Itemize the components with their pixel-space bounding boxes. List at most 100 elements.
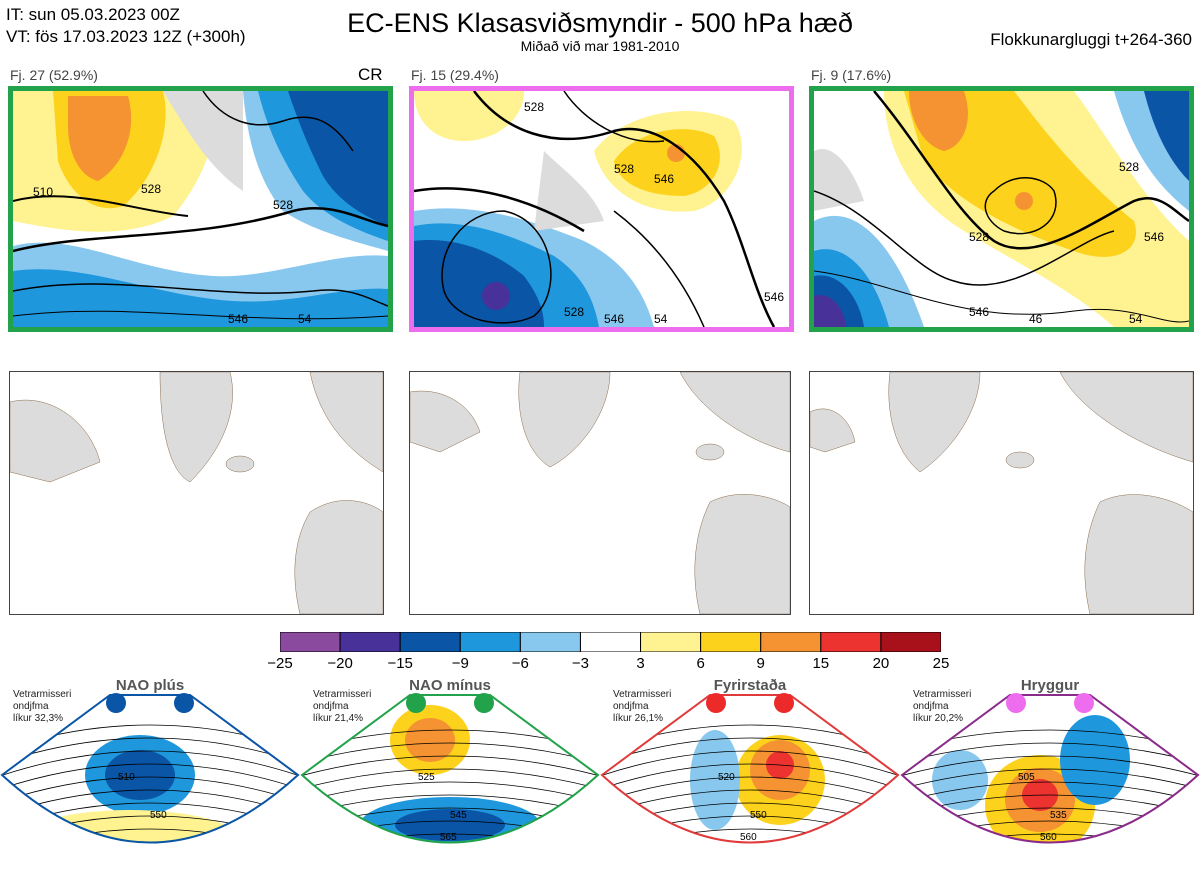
regime-map: 520 550 560 (600, 690, 900, 870)
regime-note-line: ondjfma (13, 701, 49, 712)
initial-time: IT: sun 05.03.2023 00Z (6, 5, 180, 24)
regime-map-svg: 505 535 560 (900, 694, 1200, 867)
regime-note-line: ondjfma (613, 701, 649, 712)
height-contour (900, 847, 1200, 867)
regime-marker-dot (174, 693, 194, 713)
contour-label: 550 (750, 810, 767, 821)
regime-map-svg: 510 550 (0, 694, 300, 844)
contour-label: 520 (718, 772, 735, 783)
contour-label: 546 (969, 305, 989, 319)
contour-label: 528 (969, 230, 989, 244)
anomaly-area (932, 750, 988, 810)
anomaly-area (405, 718, 455, 762)
contour-label: 525 (418, 772, 435, 783)
cluster-map-2-svg: 528 528 546 546 528 546 54 (414, 91, 789, 327)
cluster-map-1-svg: 510 528 528 546 54 (13, 91, 388, 327)
cluster-3-label: Fj. 9 (17.6%) (811, 67, 892, 83)
page-subtitle: Miðað við mar 1981-2010 (520, 38, 680, 54)
colorbar-segment (399, 631, 461, 653)
height-contour (302, 781, 598, 803)
regime-marker-dot (706, 693, 726, 713)
empty-map-2 (409, 371, 791, 615)
regime-map: 505 535 560 (900, 690, 1200, 870)
regime-probability-note: Vetrarmisseri ondjfma líkur 26,1% (613, 689, 671, 725)
contour-label: 528 (141, 182, 161, 196)
regime-note-line: Vetrarmisseri (913, 689, 972, 700)
anomaly-area (395, 809, 505, 841)
height-contour (602, 750, 898, 777)
contour-label: 528 (524, 100, 544, 114)
contour-label: 565 (440, 832, 457, 843)
contour-label: 546 (604, 312, 624, 326)
regime-note-line: Vetrarmisseri (313, 689, 372, 700)
regime-note-line: líkur 21,4% (313, 713, 364, 724)
regime-marker-dot (1074, 693, 1094, 713)
colorbar-tick-label: 20 (872, 655, 890, 672)
regime-frame (900, 694, 1200, 844)
cluster-map-2: 528 528 546 546 528 546 54 (409, 86, 794, 332)
colorbar-tick-label: −3 (571, 655, 589, 672)
colorbar (279, 631, 942, 653)
colorbar-ticks: −25 −20 −15 −9 −6 −3 3 6 9 15 20 25 (267, 655, 949, 675)
colorbar-svg (279, 631, 942, 653)
contour-label: 550 (150, 810, 167, 821)
regime-name: NAO mínus (409, 677, 491, 694)
colorbar-tick-label: −15 (387, 655, 413, 672)
regime-marker-dot (774, 693, 794, 713)
regime-note-line: ondjfma (913, 701, 949, 712)
regime-name: Fyrirstaða (713, 677, 787, 694)
regime-map-svg: 525 545 565 (300, 694, 600, 844)
height-contour (602, 737, 898, 764)
height-contour (602, 841, 898, 843)
regime-note-line: líkur 20,2% (913, 713, 964, 724)
colorbar-tick-label: −25 (267, 655, 293, 672)
colorbar-tick-label: −6 (511, 655, 529, 672)
contour-label: 560 (1040, 832, 1057, 843)
colorbar-segment (519, 631, 581, 653)
contour-label: 546 (764, 290, 784, 304)
height-contour (902, 768, 1198, 790)
regime-note-line: Vetrarmisseri (613, 689, 672, 700)
contour-label: 528 (1119, 160, 1139, 174)
height-contour (902, 833, 1198, 843)
contour-label: 535 (1050, 810, 1067, 821)
cluster-1-regime-tag: CR (358, 65, 383, 84)
anomaly-area (20, 810, 240, 843)
anomaly-area (105, 750, 175, 800)
regime-note-line: líkur 26,1% (613, 713, 664, 724)
regime-probability-note: Vetrarmisseri ondjfma líkur 32,3% (13, 689, 71, 725)
contour-label: 510 (118, 772, 135, 783)
colorbar-tick-label: 6 (696, 655, 705, 672)
height-contour (2, 841, 298, 843)
contour-label: 560 (740, 832, 757, 843)
contour-label: 54 (654, 312, 668, 326)
colorbar-segment (640, 631, 702, 653)
classification-window: Flokkunargluggi t+264-360 (990, 30, 1192, 49)
contour-label: 510 (33, 185, 53, 199)
regime-note-line: líkur 32,3% (13, 713, 64, 724)
contour-label: 546 (654, 172, 674, 186)
cluster-1-label: Fj. 27 (52.9%) (10, 67, 98, 83)
empty-map-2-svg (410, 372, 790, 614)
colorbar-segment (459, 631, 521, 653)
regime-marker-dot (406, 693, 426, 713)
cluster-map-1: 510 528 528 546 54 (8, 86, 393, 332)
contour-label: 545 (450, 810, 467, 821)
cluster-map-3: 528 528 546 546 46 54 (809, 86, 1194, 332)
contour-label: 46 (1029, 312, 1043, 326)
colorbar-tick-label: 15 (812, 655, 830, 672)
height-contour (602, 776, 898, 803)
regime-frame (300, 694, 600, 844)
regime-probability-note: Vetrarmisseri ondjfma líkur 20,2% (913, 689, 971, 725)
colorbar-segment (579, 631, 642, 653)
contour-label: 528 (564, 305, 584, 319)
colorbar-tick-label: 9 (756, 655, 765, 672)
regime-marker-dot (474, 693, 494, 713)
colorbar-tick-label: −20 (327, 655, 353, 672)
anomaly-area (690, 730, 740, 830)
regime-name: Hryggur (1020, 677, 1080, 694)
height-contour (302, 755, 598, 777)
regime-name: NAO plús (115, 677, 185, 694)
regime-map: 525 545 565 (300, 690, 600, 870)
colorbar-tick-label: 3 (636, 655, 645, 672)
